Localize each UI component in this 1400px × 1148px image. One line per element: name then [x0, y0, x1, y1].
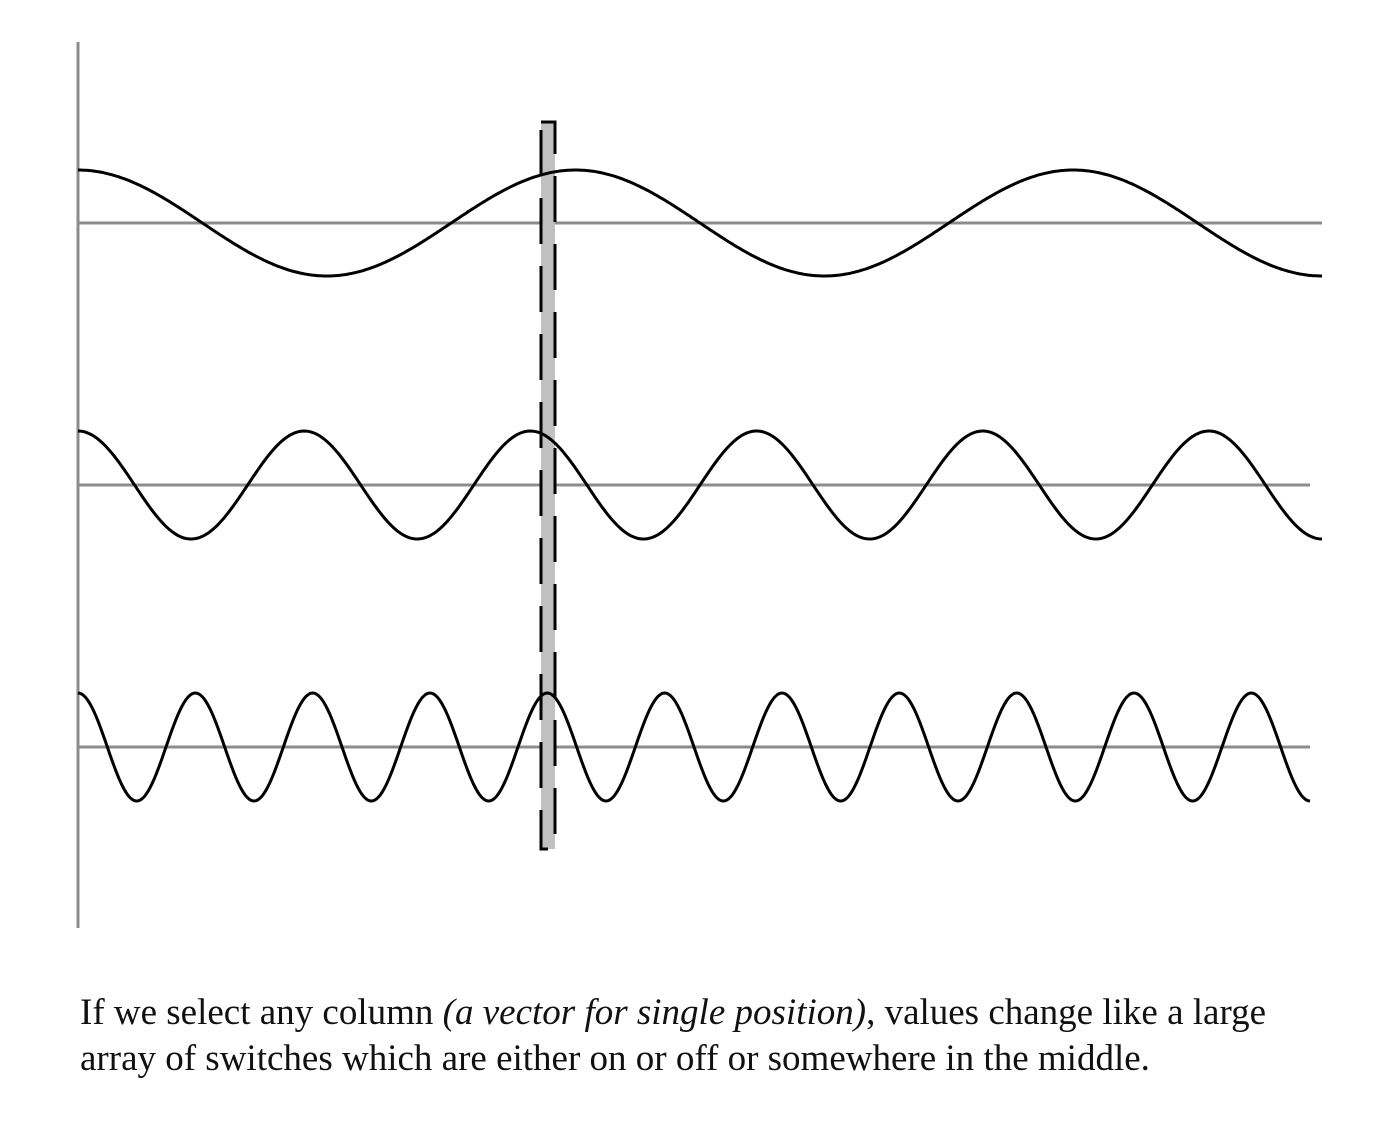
high-frequency-wave — [77, 691, 1311, 803]
selected-column-outline — [539, 120, 557, 851]
low-frequency-wave — [78, 168, 1322, 278]
caption-text-start: If we select any column — [80, 992, 443, 1033]
medium-frequency-wave — [77, 429, 1323, 541]
caption-text-end: , values change like a large array of sw… — [80, 992, 1267, 1079]
sine-wave-diagram — [76, 42, 1323, 928]
caption-italic-text: (a vector for single position) — [442, 992, 867, 1033]
figure-caption: If we select any column (a vector for si… — [80, 990, 1340, 1082]
selected-column-highlight — [541, 122, 555, 849]
